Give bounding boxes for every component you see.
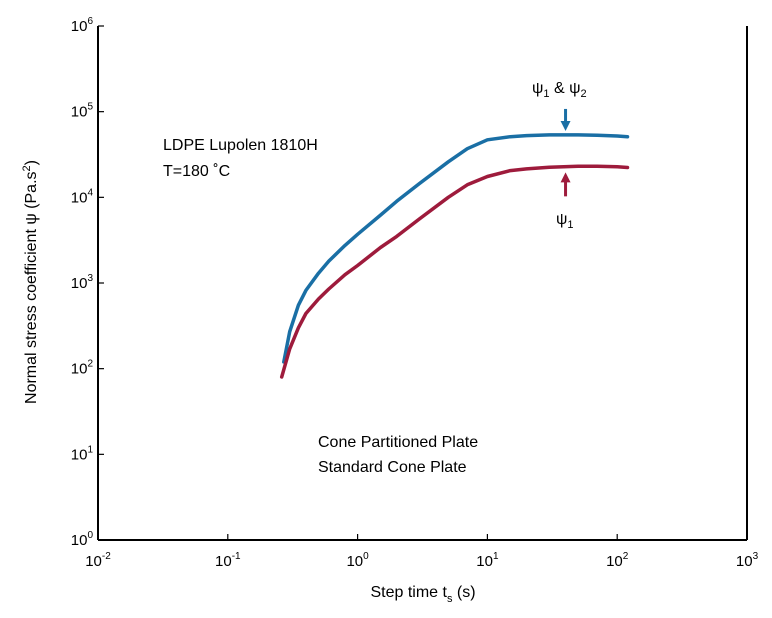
annotation-temperature: T=180 ˚C [163, 163, 230, 180]
y-axis-ticks: 100 101 102 103 104 105 106 [71, 16, 104, 549]
series-layer [279, 133, 630, 379]
series-line-cone-partitioned-plate [282, 133, 630, 364]
annotation-material: LDPE Lupolen 1810H [163, 137, 318, 154]
y-tick-label: 105 [71, 102, 94, 121]
arrow-label-psi1: ψ1 [556, 211, 574, 231]
y-tick-label: 100 [71, 530, 94, 549]
arrow-head-upper [560, 120, 571, 131]
y-tick-label: 101 [71, 444, 94, 463]
y-tick-label: 106 [71, 16, 94, 35]
arrow-label-psi1-psi2: ψ1 & ψ2 [532, 80, 587, 100]
y-tick-label: 102 [71, 359, 94, 378]
arrow-head-lower [560, 172, 571, 183]
x-tick-label: 10-1 [215, 551, 241, 570]
x-tick-label: 101 [476, 551, 499, 570]
series-line-standard-cone-plate [279, 164, 630, 379]
legend-entry-cone-partitioned-plate: Cone Partitioned Plate [318, 434, 478, 451]
x-axis-ticks: 10-2 10-1 100 101 102 103 [85, 534, 759, 570]
y-tick-label: 103 [71, 273, 94, 292]
x-tick-label: 10-2 [85, 551, 111, 570]
x-tick-label: 102 [606, 551, 629, 570]
y-tick-label: 104 [71, 187, 94, 206]
arrows-layer [560, 108, 571, 197]
x-tick-label: 100 [346, 551, 369, 570]
x-axis-title: Step time ts (s) [370, 584, 475, 605]
legend-entry-standard-cone-plate: Standard Cone Plate [318, 459, 467, 476]
y-axis-title: Normal stress coefficient ψ (Pa.s2) [21, 160, 40, 404]
x-tick-label: 103 [736, 551, 759, 570]
